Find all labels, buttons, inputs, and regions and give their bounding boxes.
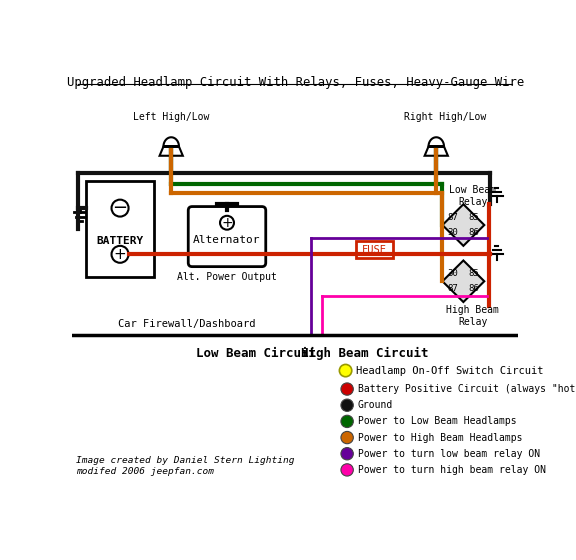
Text: Right High/Low: Right High/Low xyxy=(404,112,487,122)
Text: Ground: Ground xyxy=(358,400,393,410)
Circle shape xyxy=(341,431,353,444)
Text: Headlamp On-Off Switch Circuit: Headlamp On-Off Switch Circuit xyxy=(357,366,544,376)
Circle shape xyxy=(220,216,234,230)
Text: High Beam Circuit: High Beam Circuit xyxy=(301,347,429,360)
Circle shape xyxy=(341,383,353,395)
Text: Image created by Daniel Stern Lighting
modifed 2006 jeepfan.com: Image created by Daniel Stern Lighting m… xyxy=(76,456,294,476)
FancyBboxPatch shape xyxy=(188,207,266,267)
Text: 87: 87 xyxy=(447,284,458,293)
Polygon shape xyxy=(429,137,444,147)
Polygon shape xyxy=(442,204,484,246)
FancyBboxPatch shape xyxy=(355,241,393,258)
Text: Battery Positive Circuit (always "hot"): Battery Positive Circuit (always "hot") xyxy=(358,384,576,394)
Text: +: + xyxy=(221,216,233,230)
Polygon shape xyxy=(425,147,448,156)
Circle shape xyxy=(341,416,353,428)
Text: 30: 30 xyxy=(447,269,458,278)
Text: Low Beam
Relay: Low Beam Relay xyxy=(449,185,496,207)
Polygon shape xyxy=(442,260,484,302)
Circle shape xyxy=(339,365,352,377)
Text: Power to turn low beam relay ON: Power to turn low beam relay ON xyxy=(358,449,540,459)
Text: 30: 30 xyxy=(447,228,458,237)
Text: Left High/Low: Left High/Low xyxy=(133,112,210,122)
Text: −: − xyxy=(112,199,128,217)
Text: Alt. Power Output: Alt. Power Output xyxy=(177,272,277,282)
Text: Power to High Beam Headlamps: Power to High Beam Headlamps xyxy=(358,432,522,442)
Text: Upgraded Headlamp Circuit With Relays, Fuses, Heavy-Gauge Wire: Upgraded Headlamp Circuit With Relays, F… xyxy=(67,76,524,90)
Text: Power to Low Beam Headlamps: Power to Low Beam Headlamps xyxy=(358,417,517,426)
Polygon shape xyxy=(164,137,179,147)
Text: High Beam
Relay: High Beam Relay xyxy=(446,305,499,328)
Text: 86: 86 xyxy=(469,284,480,293)
Text: Power to turn high beam relay ON: Power to turn high beam relay ON xyxy=(358,465,546,475)
Text: 85: 85 xyxy=(469,213,480,222)
Circle shape xyxy=(341,399,353,412)
Text: Alternator: Alternator xyxy=(194,235,261,245)
Circle shape xyxy=(112,199,128,217)
Circle shape xyxy=(341,447,353,460)
Circle shape xyxy=(112,246,128,263)
Text: 87: 87 xyxy=(447,213,458,222)
FancyBboxPatch shape xyxy=(86,181,154,277)
Circle shape xyxy=(341,464,353,476)
Text: 86: 86 xyxy=(469,228,480,237)
Polygon shape xyxy=(160,147,183,156)
Text: Car Firewall/Dashboard: Car Firewall/Dashboard xyxy=(118,319,255,329)
Text: 85: 85 xyxy=(469,269,480,278)
Text: Low Beam Circuit: Low Beam Circuit xyxy=(196,347,316,360)
Text: +: + xyxy=(113,247,126,262)
Text: FUSE: FUSE xyxy=(362,245,386,255)
Text: BATTERY: BATTERY xyxy=(96,236,143,246)
